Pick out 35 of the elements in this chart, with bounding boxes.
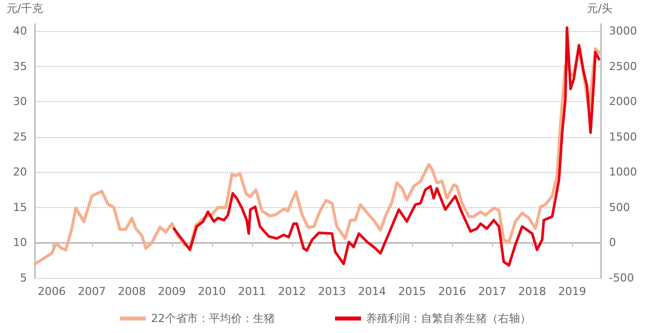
x-tick-label: 2009 (158, 285, 186, 298)
line-series (172, 26, 600, 267)
y2-tick-label: 2000 (609, 95, 637, 108)
x-tick-label: 2019 (558, 285, 586, 298)
y2-tick-label: -500 (609, 272, 634, 284)
x-tick-label: 2007 (78, 285, 106, 298)
x-tick-label: 2014 (358, 285, 386, 298)
y2-tick-label: 0 (609, 236, 616, 250)
x-tick-label: 2006 (38, 285, 66, 298)
y-axis-title: 元/千克 (6, 2, 43, 15)
x-tick-label: 2012 (278, 285, 306, 298)
y-tick-label: 35 (13, 60, 27, 73)
x-tick-label: 2017 (478, 285, 506, 298)
y2-tick-label: 3000 (609, 24, 637, 38)
y2-tick-label: 2500 (609, 60, 637, 73)
y2-tick-label: 500 (609, 200, 630, 214)
legend-label: 养殖利润：自繁自养生猪（右轴） (366, 312, 531, 325)
y-tick-label: 30 (13, 95, 27, 108)
legend-label: 22个省市：平均价：生猪 (151, 312, 275, 325)
y2-tick-label: 1500 (609, 130, 637, 144)
y-tick-label: 25 (13, 130, 27, 144)
x-tick-label: 2013 (318, 285, 346, 298)
y2-axis-title: 元/头 (587, 2, 613, 15)
y-tick-label: 20 (13, 166, 27, 179)
x-tick-label: 2015 (398, 285, 426, 298)
y2-tick-label: 1000 (609, 166, 637, 179)
x-tick-label: 2018 (518, 285, 546, 298)
x-tick-label: 2010 (198, 285, 226, 298)
y-tick-label: 15 (13, 200, 27, 214)
x-tick-label: 2008 (118, 285, 146, 298)
y-tick-label: 5 (20, 272, 27, 284)
x-tick-label: 2016 (438, 285, 466, 298)
y-tick-label: 10 (13, 236, 27, 250)
y-tick-label: 40 (13, 24, 27, 38)
x-tick-label: 2011 (238, 285, 266, 298)
